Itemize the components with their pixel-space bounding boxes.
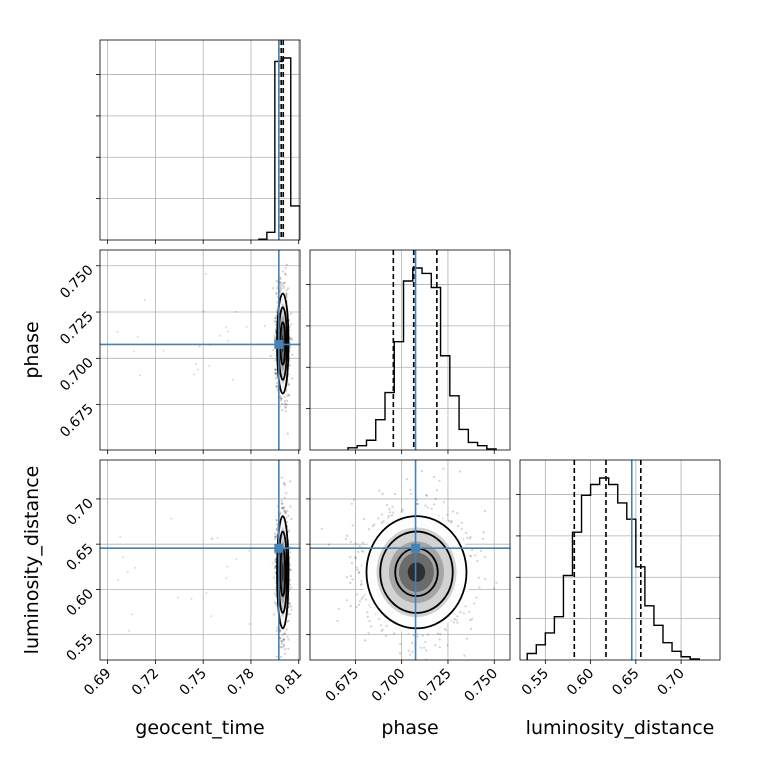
panel-frame <box>99 39 301 241</box>
histogram-step <box>347 267 497 450</box>
marginal-phase <box>306 249 511 451</box>
density-geocent_time-vs-luminosity_distance <box>99 459 301 661</box>
panel-frame <box>309 249 511 451</box>
contour-line <box>276 515 290 630</box>
contour-line <box>365 515 468 630</box>
contour-line <box>379 530 454 614</box>
y-label-luminosity-distance: luminosity_distance <box>21 466 43 655</box>
truth-marker <box>274 543 284 553</box>
density-phase-vs-luminosity_distance <box>309 459 511 661</box>
x-label-geocent-time: geocent_time <box>135 717 264 739</box>
histogram-step <box>526 477 700 660</box>
marginal-luminosity_distance <box>516 459 721 661</box>
x-label-phase: phase <box>381 717 438 739</box>
truth-marker <box>411 543 421 553</box>
density-geocent_time-vs-phase <box>99 249 301 451</box>
panel-frame <box>309 459 511 661</box>
density-level <box>281 562 284 583</box>
density-level <box>407 562 426 583</box>
marginal-geocent_time <box>96 39 301 241</box>
panel-frame <box>519 459 721 661</box>
y-label-phase: phase <box>21 321 43 378</box>
panel-frame <box>99 249 301 451</box>
x-label-luminosity-distance: luminosity_distance <box>526 717 715 739</box>
truth-marker <box>274 339 284 349</box>
panel-frame <box>99 459 301 661</box>
